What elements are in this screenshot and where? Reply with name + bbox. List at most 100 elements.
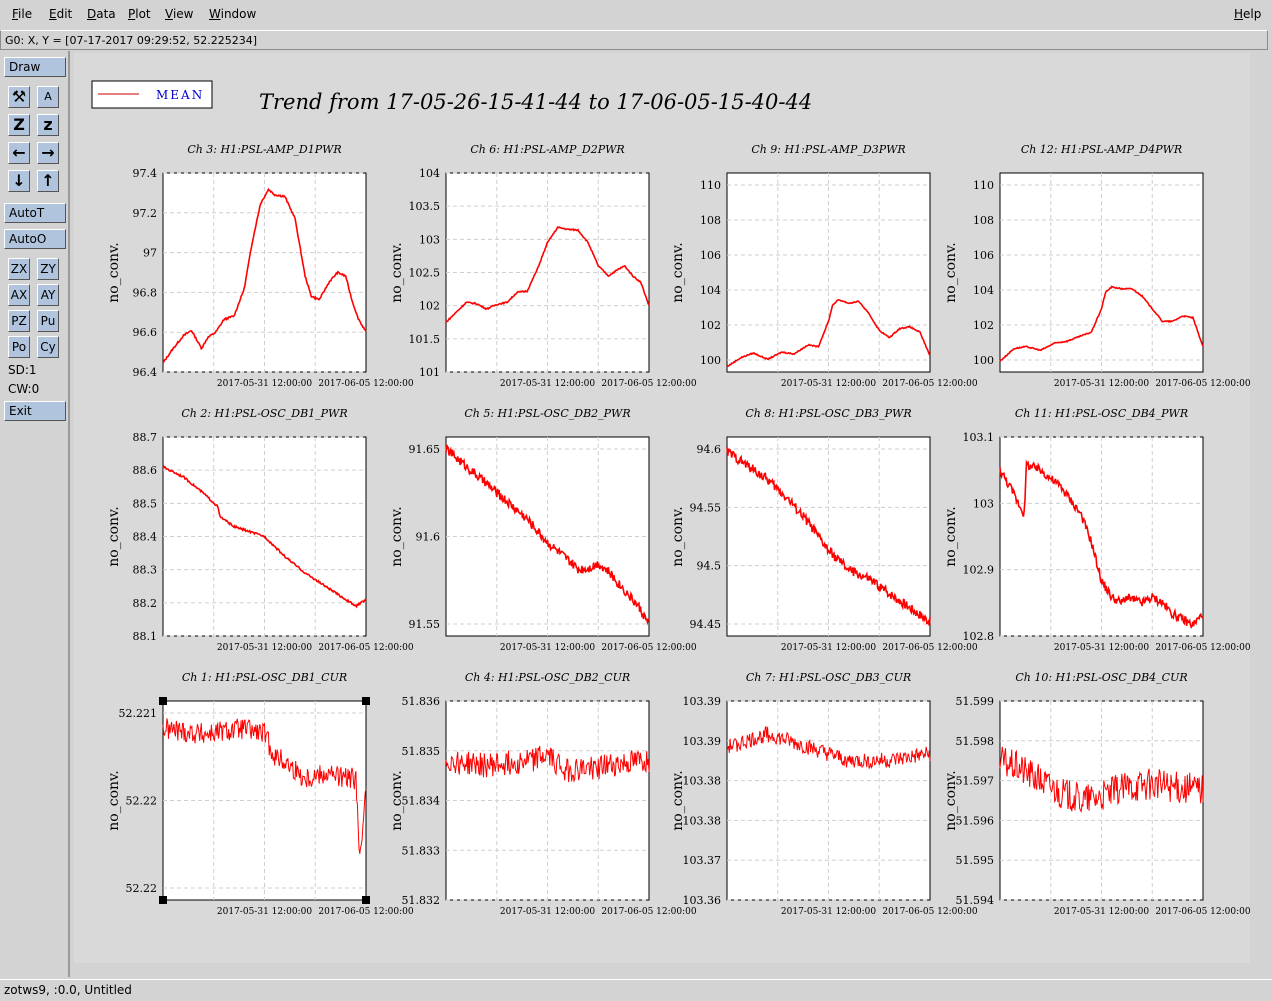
arrow-up-icon[interactable]: ↑ [37,170,59,192]
cy-button[interactable]: Cy [37,336,59,358]
y-axis-label: no_conv. [670,770,686,830]
y-tick-label: 94.6 [697,443,722,456]
selection-handle[interactable] [159,697,167,705]
y-tick-label: 91.55 [409,618,441,631]
y-tick-label: 102 [419,300,440,313]
zoom-icon[interactable]: ⚒ [8,86,30,108]
x-tick-label: 2017-06-05 12:00:00 [882,643,977,653]
tool-panel: Draw ⚒ A Z z ← → ↓ ↑ AutoT AutoO ZX ZY A… [0,51,70,977]
series-line [726,725,931,769]
y-tick-label: 97.4 [133,167,158,180]
y-tick-label: 108 [973,214,994,227]
x-tick-label: 2017-06-05 12:00:00 [1155,907,1250,917]
y-tick-label: 103.39 [683,695,722,708]
po-button[interactable]: Po [8,336,30,358]
y-tick-label: 52.22 [126,795,158,808]
chart-title: Ch 4: H1:PSL-OSC_DB2_CUR [465,671,630,684]
draw-button[interactable]: Draw [4,57,66,77]
y-tick-label: 51.595 [956,854,995,867]
trend-plot-12[interactable]: Ch 10: H1:PSL-OSC_DB4_CUR 51.594 51.595 51.… [943,671,1251,917]
chart-title: Ch 7: H1:PSL-OSC_DB3_CUR [746,671,911,684]
arrow-down-icon[interactable]: ↓ [8,170,30,192]
menu-view[interactable]: View [165,7,194,21]
y-tick-label: 51.832 [402,894,441,907]
trend-plot-9[interactable]: Ch 1: H1:PSL-OSC_DB1_CUR 52.22 52.22 52.221… [106,671,414,917]
trend-plot-6[interactable]: Ch 5: H1:PSL-OSC_DB2_PWR 91.55 91.6 91.65 20… [389,407,697,653]
zoom-out-z-icon[interactable]: z [37,114,59,136]
y-tick-label: 102.9 [963,564,995,577]
x-tick-label: 2017-05-31 12:00:00 [781,907,876,917]
ay-button[interactable]: AY [37,284,59,306]
y-tick-label: 103 [419,233,440,246]
y-axis-label: no_conv. [106,506,122,566]
menu-plot[interactable]: Plot [128,7,151,21]
exit-button[interactable]: Exit [4,401,66,421]
chart-title: Ch 11: H1:PSL-OSC_DB4_PWR [1015,407,1188,420]
y-tick-label: 88.5 [133,497,158,510]
selection-handle[interactable] [159,896,167,904]
trend-plot-11[interactable]: Ch 7: H1:PSL-OSC_DB3_CUR 103.36 103.37 103.… [670,671,978,917]
y-tick-label: 91.6 [416,531,441,544]
zoom-in-z-icon[interactable]: Z [8,114,30,136]
y-tick-label: 51.598 [956,735,995,748]
trend-plot-1[interactable]: Ch 3: H1:PSL-AMP_D1PWR 96.4 96.6 96.8 97 97.2… [106,143,414,389]
menu-file[interactable]: File [12,7,33,21]
sd-label: SD:1 [8,363,37,377]
series-line [162,465,367,609]
trend-plot-3[interactable]: Ch 9: H1:PSL-AMP_D3PWR 100 102 104 106 108 110… [670,143,978,389]
x-tick-label: 2017-06-05 12:00:00 [601,379,696,389]
ax-button[interactable]: AX [8,284,30,306]
text-annotation-icon[interactable]: A [37,86,59,108]
y-tick-label: 101 [419,366,440,379]
plot-canvas[interactable]: MEAN Trend from 17-05-26-15-41-44 to 17-… [74,53,1251,963]
y-tick-label: 51.594 [956,894,995,907]
series-line [162,718,367,854]
trend-plot-5[interactable]: Ch 2: H1:PSL-OSC_DB1_PWR 88.1 88.2 88.3 88.4… [106,407,414,653]
trend-plot-2[interactable]: Ch 6: H1:PSL-AMP_D2PWR 101 101.5 102 102.5 10… [389,143,697,389]
autot-button[interactable]: AutoT [4,203,66,223]
y-tick-label: 94.45 [690,618,722,631]
autoo-button[interactable]: AutoO [4,229,66,249]
menu-help[interactable]: Help [1234,7,1262,21]
trend-plot-7[interactable]: Ch 8: H1:PSL-OSC_DB3_PWR 94.45 94.5 94.55 94… [670,407,978,653]
y-tick-label: 103.39 [683,735,722,748]
y-tick-label: 103.38 [683,814,722,827]
x-tick-label: 2017-06-05 12:00:00 [318,379,413,389]
x-tick-label: 2017-05-31 12:00:00 [500,907,595,917]
trend-plot-8[interactable]: Ch 11: H1:PSL-OSC_DB4_PWR 102.8 102.9 103 10… [943,407,1251,653]
y-tick-label: 110 [973,179,994,192]
cw-label: CW:0 [8,382,40,396]
series-line [162,187,367,364]
series-line [999,459,1204,629]
zy-button[interactable]: ZY [37,258,59,280]
selection-handle[interactable] [362,697,370,705]
status-bar: zotws9, :0.0, Untitled [0,979,1272,1001]
pz-button[interactable]: PZ [8,310,30,332]
pu-button[interactable]: Pu [37,310,59,332]
zx-button[interactable]: ZX [8,258,30,280]
y-tick-label: 88.6 [133,464,158,477]
x-tick-label: 2017-05-31 12:00:00 [500,379,595,389]
legend: MEAN [91,80,213,109]
selection-handle[interactable] [362,896,370,904]
menu-window[interactable]: Window [209,7,257,21]
menu-edit[interactable]: Edit [49,7,73,21]
arrow-right-icon[interactable]: → [37,142,59,164]
trend-plot-10[interactable]: Ch 4: H1:PSL-OSC_DB2_CUR 51.832 51.833 51.8… [389,671,697,917]
y-tick-label: 51.833 [402,844,441,857]
x-tick-label: 2017-05-31 12:00:00 [781,379,876,389]
x-tick-label: 2017-06-05 12:00:00 [882,379,977,389]
main-title: Trend from 17-05-26-15-41-44 to 17-06-05… [259,90,812,114]
x-tick-label: 2017-05-31 12:00:00 [1054,907,1149,917]
y-axis-label: no_conv. [106,242,122,302]
y-tick-label: 104 [419,167,440,180]
y-tick-label: 106 [973,249,994,262]
y-tick-label: 104 [973,284,994,297]
arrow-left-icon[interactable]: ← [8,142,30,164]
x-tick-label: 2017-06-05 12:00:00 [1155,643,1250,653]
x-tick-label: 2017-05-31 12:00:00 [217,643,312,653]
plot-area[interactable]: MEAN Trend from 17-05-26-15-41-44 to 17-… [74,53,1251,963]
trend-plot-4[interactable]: Ch 12: H1:PSL-AMP_D4PWR 100 102 104 106 108 11… [943,143,1251,389]
y-tick-label: 100 [973,354,994,367]
menu-data[interactable]: Data [87,7,116,21]
